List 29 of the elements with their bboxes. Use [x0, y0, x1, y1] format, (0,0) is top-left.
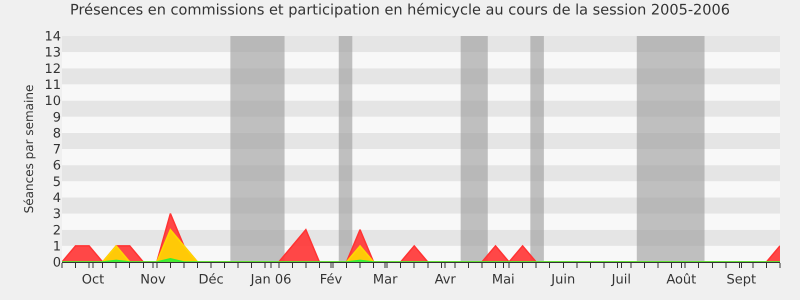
y-tick-label: 11: [44, 78, 61, 93]
y-tick-label: 4: [52, 190, 61, 206]
x-tick-label: Août: [666, 272, 696, 288]
y-tick-label: 5: [52, 174, 61, 190]
x-tick-label: Avr: [434, 272, 456, 288]
y-tick-label: 8: [52, 126, 61, 142]
x-tick-label: Fév: [320, 272, 343, 288]
y-tick-label: 6: [52, 158, 61, 174]
x-tick-label: Mar: [372, 272, 398, 288]
y-tick-label: 3: [52, 207, 61, 222]
x-tick-label: Mai: [492, 272, 515, 288]
y-tick-label: 9: [52, 110, 61, 126]
y-tick-label: 0: [52, 256, 61, 271]
x-tick-label: Sept: [726, 272, 756, 288]
y-tick-label: 13: [44, 46, 61, 61]
y-tick-label: 2: [52, 223, 61, 238]
x-tick-label: Jan 06: [250, 272, 292, 288]
y-axis-title: Séances par semaine: [22, 84, 36, 214]
x-tick-label: Oct: [82, 272, 104, 288]
x-tick-label: Juil: [610, 272, 631, 288]
chart-title: Présences en commissions et participation en hémicycle au cours de la session 2005-2006: [70, 2, 730, 19]
y-tick-label: 12: [44, 62, 61, 77]
x-tick-label: Nov: [140, 272, 166, 288]
x-tick-label: Déc: [198, 272, 224, 288]
y-tick-label: 1: [52, 239, 61, 254]
x-tick-label: Juin: [550, 272, 576, 288]
y-tick-label: 7: [52, 142, 61, 158]
y-tick-label: 14: [44, 30, 61, 45]
y-tick-label: 10: [44, 94, 61, 110]
